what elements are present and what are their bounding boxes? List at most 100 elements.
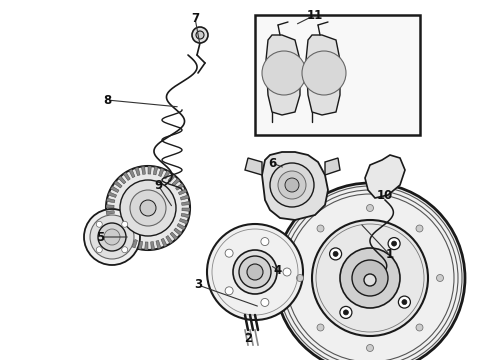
Circle shape: [388, 238, 400, 249]
Text: 11: 11: [307, 9, 323, 22]
Circle shape: [398, 296, 411, 308]
Text: 4: 4: [274, 264, 282, 276]
Circle shape: [364, 274, 376, 286]
Circle shape: [262, 51, 306, 95]
Bar: [255, 15, 420, 135]
Circle shape: [261, 238, 269, 246]
Wedge shape: [164, 171, 170, 179]
Circle shape: [130, 190, 166, 226]
Circle shape: [285, 178, 299, 192]
Circle shape: [225, 249, 233, 257]
Circle shape: [340, 306, 352, 318]
Wedge shape: [153, 167, 158, 175]
Circle shape: [283, 268, 291, 276]
Wedge shape: [118, 176, 126, 184]
Circle shape: [120, 180, 176, 236]
Wedge shape: [138, 241, 143, 249]
Text: 5: 5: [96, 230, 104, 243]
Circle shape: [416, 324, 423, 331]
Circle shape: [104, 229, 120, 245]
Circle shape: [90, 215, 134, 259]
Circle shape: [192, 27, 208, 43]
Circle shape: [367, 204, 373, 212]
Circle shape: [402, 300, 407, 305]
Circle shape: [343, 310, 348, 315]
Wedge shape: [109, 221, 118, 227]
Text: 8: 8: [103, 94, 111, 107]
Circle shape: [275, 183, 465, 360]
Wedge shape: [156, 240, 161, 249]
Circle shape: [296, 274, 303, 282]
Circle shape: [233, 250, 277, 294]
Wedge shape: [150, 242, 154, 250]
Polygon shape: [245, 158, 262, 175]
Text: 1: 1: [386, 248, 394, 261]
Wedge shape: [170, 232, 178, 240]
Wedge shape: [132, 239, 138, 248]
Text: 6: 6: [268, 157, 276, 170]
Wedge shape: [112, 226, 121, 233]
Circle shape: [122, 247, 128, 253]
Wedge shape: [123, 172, 130, 180]
Circle shape: [84, 209, 140, 265]
Wedge shape: [174, 228, 182, 235]
Wedge shape: [142, 166, 146, 174]
Wedge shape: [172, 178, 180, 186]
Polygon shape: [266, 35, 300, 115]
Wedge shape: [182, 208, 190, 211]
Wedge shape: [121, 234, 128, 242]
Wedge shape: [161, 238, 167, 247]
Wedge shape: [168, 174, 175, 182]
Circle shape: [352, 260, 388, 296]
Wedge shape: [135, 167, 140, 176]
Polygon shape: [262, 152, 328, 220]
Circle shape: [247, 264, 263, 280]
Circle shape: [106, 166, 190, 250]
Polygon shape: [365, 155, 405, 198]
Circle shape: [261, 298, 269, 306]
Wedge shape: [166, 235, 172, 244]
Circle shape: [367, 345, 373, 351]
Wedge shape: [114, 181, 122, 188]
Wedge shape: [178, 189, 187, 195]
Wedge shape: [126, 237, 133, 246]
Circle shape: [196, 31, 204, 39]
Wedge shape: [180, 195, 189, 200]
Wedge shape: [148, 166, 151, 174]
Circle shape: [333, 251, 338, 256]
Circle shape: [225, 287, 233, 295]
Text: 9: 9: [154, 179, 162, 192]
Wedge shape: [107, 216, 116, 221]
Wedge shape: [175, 183, 184, 190]
Circle shape: [317, 324, 324, 331]
Text: 7: 7: [191, 12, 199, 24]
Circle shape: [317, 225, 324, 232]
Polygon shape: [325, 158, 340, 175]
Circle shape: [312, 220, 428, 336]
Circle shape: [96, 247, 102, 253]
Circle shape: [392, 241, 396, 246]
Wedge shape: [158, 168, 164, 177]
Text: 2: 2: [244, 332, 252, 345]
Text: 3: 3: [194, 279, 202, 292]
Circle shape: [437, 274, 443, 282]
Circle shape: [302, 51, 346, 95]
Circle shape: [140, 200, 156, 216]
Circle shape: [330, 248, 342, 260]
Wedge shape: [116, 230, 124, 238]
Circle shape: [98, 223, 126, 251]
Wedge shape: [106, 205, 114, 208]
Wedge shape: [106, 198, 115, 203]
Wedge shape: [111, 186, 119, 193]
Wedge shape: [106, 211, 115, 215]
Circle shape: [416, 225, 423, 232]
Circle shape: [278, 171, 306, 199]
Wedge shape: [145, 242, 148, 250]
Text: 10: 10: [377, 189, 393, 202]
Wedge shape: [129, 169, 135, 178]
Wedge shape: [182, 202, 190, 205]
Circle shape: [207, 224, 303, 320]
Circle shape: [239, 256, 271, 288]
Circle shape: [96, 221, 102, 227]
Circle shape: [122, 221, 128, 227]
